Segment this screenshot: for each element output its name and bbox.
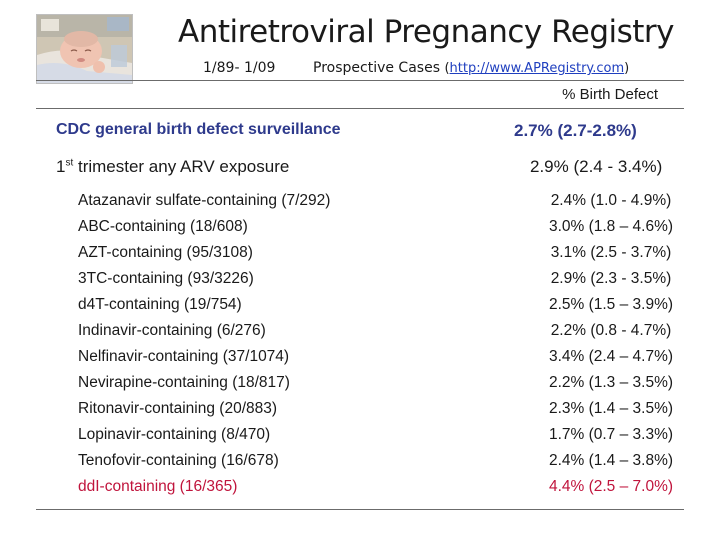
drug-label-lopinavir: Lopinavir-containing (8/470): [78, 426, 271, 443]
drug-label-nelfinavir: Nelfinavir-containing (37/1074): [78, 348, 290, 365]
drug-value-atazanavir: 2.4% (1.0 - 4.9%): [550, 192, 672, 209]
first-trimester-value: 2.9% (2.4 - 3.4%): [530, 157, 663, 176]
prospective-label: Prospective Cases: [313, 60, 440, 76]
drug-value-d4t: 2.5% (1.5 – 3.9%): [548, 296, 674, 313]
url-close-paren: ): [624, 61, 630, 76]
header-divider: [36, 80, 684, 81]
drug-label-abc: ABC-containing (18/608): [78, 218, 248, 235]
drug-value-nevirapine: 2.2% (1.3 – 3.5%): [548, 374, 674, 391]
drug-label-ddi: ddI-containing (16/365): [78, 478, 238, 495]
column-header-divider: [36, 108, 684, 109]
page-title: Antiretroviral Pregnancy Registry: [178, 14, 675, 50]
table-bottom-divider: [36, 509, 684, 510]
first-trimester-ordinal: st: [65, 157, 74, 169]
drug-label-3tc: 3TC-containing (93/3226): [78, 270, 254, 287]
date-range: 1/89- 1/09: [203, 60, 276, 76]
drug-label-indinavir: Indinavir-containing (6/276): [78, 322, 266, 339]
first-trimester-text: trimester any ARV exposure: [73, 157, 290, 176]
cdc-surveillance-value: 2.7% (2.7-2.8%): [514, 121, 637, 140]
drug-label-ritonavir: Ritonavir-containing (20/883): [78, 400, 278, 417]
drug-value-nelfinavir: 3.4% (2.4 – 4.7%): [548, 348, 674, 365]
drug-label-d4t: d4T-containing (19/754): [78, 296, 242, 313]
registry-link[interactable]: http://www.APRegistry.com: [449, 61, 625, 76]
drug-value-tenofovir: 2.4% (1.4 – 3.8%): [548, 452, 674, 469]
drug-label-nevirapine: Nevirapine-containing (18/817): [78, 374, 290, 391]
newborn-image-icon: [37, 15, 132, 83]
first-trimester-label: 1st trimester any ARV exposure: [56, 157, 289, 177]
drug-value-3tc: 2.9% (2.3 - 3.5%): [550, 270, 672, 287]
drug-value-indinavir: 2.2% (0.8 - 4.7%): [550, 322, 672, 339]
drug-value-ritonavir: 2.3% (1.4 – 3.5%): [548, 400, 674, 417]
drug-label-tenofovir: Tenofovir-containing (16/678): [78, 452, 279, 469]
cdc-surveillance-label: CDC general birth defect surveillance: [56, 121, 341, 138]
drug-value-lopinavir: 1.7% (0.7 – 3.3%): [548, 426, 674, 443]
prospective-cases-line: Prospective Cases (http://www.APRegistry…: [313, 60, 629, 76]
drug-label-azt: AZT-containing (95/3108): [78, 244, 253, 261]
drug-value-azt: 3.1% (2.5 - 3.7%): [550, 244, 672, 261]
url-wrapper: (http://www.APRegistry.com): [444, 61, 629, 76]
birth-defect-column-header: % Birth Defect: [562, 86, 658, 103]
baby-photo: [36, 14, 133, 84]
url-open-paren: (: [444, 61, 450, 76]
first-trimester-number: 1: [56, 157, 66, 176]
drug-value-abc: 3.0% (1.8 – 4.6%): [548, 218, 674, 235]
drug-value-ddi: 4.4% (2.5 – 7.0%): [548, 478, 674, 495]
drug-label-atazanavir: Atazanavir sulfate-containing (7/292): [78, 192, 331, 209]
